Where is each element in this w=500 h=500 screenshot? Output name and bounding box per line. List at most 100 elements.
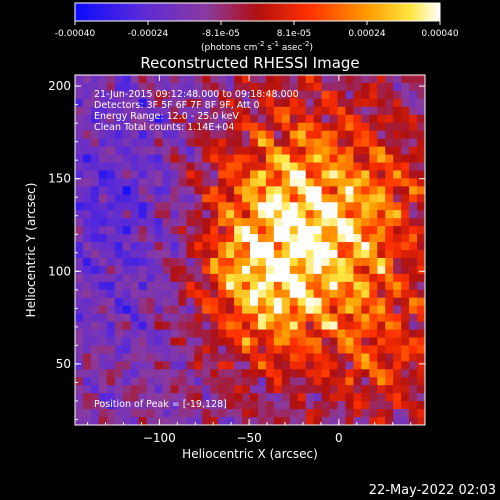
- heatmap-cell: [321, 313, 330, 322]
- heatmap-cell: [75, 297, 84, 307]
- heatmap-cell: [98, 242, 108, 251]
- heatmap-cell: [417, 210, 425, 219]
- heatmap-cell: [321, 186, 330, 195]
- heatmap-cell: [90, 170, 100, 179]
- heatmap-cell: [361, 130, 370, 140]
- heatmap-cell: [234, 234, 243, 243]
- heatmap-cell: [265, 130, 275, 140]
- heatmap-cell: [226, 130, 235, 140]
- heatmap-cell: [409, 369, 418, 378]
- heatmap-cell: [226, 202, 235, 211]
- heatmap-cell: [329, 114, 338, 124]
- heatmap-cell: [98, 257, 108, 267]
- heatmap-cell: [210, 202, 219, 211]
- heatmap-cell: [257, 305, 267, 315]
- heatmap-cell: [210, 146, 219, 155]
- heatmap-cell: [234, 218, 243, 227]
- heatmap-cell: [242, 210, 251, 219]
- heatmap-cell: [98, 377, 108, 386]
- heatmap-cell: [369, 250, 378, 259]
- heatmap-cell: [106, 210, 116, 219]
- heatmap-cell: [337, 281, 346, 291]
- heatmap-cell: [98, 202, 108, 211]
- heatmap-cell: [377, 313, 386, 322]
- heatmap-cell: [122, 361, 132, 370]
- heatmap-cell: [417, 353, 425, 362]
- heatmap-cell: [297, 281, 307, 291]
- heatmap-cell: [106, 257, 116, 267]
- heatmap-cell: [234, 210, 243, 219]
- heatmap-cell: [329, 353, 338, 362]
- heatmap-cell: [114, 297, 124, 307]
- heatmap-cell: [106, 194, 116, 203]
- heatmap-cell: [114, 250, 124, 259]
- heatmap-cell: [194, 130, 203, 140]
- heatmap-cell: [257, 130, 267, 140]
- heatmap-cell: [226, 194, 235, 203]
- y-tick-label: 50: [56, 357, 71, 371]
- heatmap-cell: [242, 385, 251, 394]
- heatmap-cell: [242, 138, 251, 147]
- heatmap-cell: [242, 98, 251, 108]
- heatmap-cell: [313, 337, 322, 346]
- heatmap-cell: [313, 329, 322, 338]
- heatmap-cell: [281, 281, 291, 291]
- heatmap-cell: [90, 265, 100, 275]
- heatmap-cell: [321, 106, 330, 116]
- heatmap-cell: [146, 273, 155, 283]
- heatmap-cell: [345, 345, 354, 354]
- heatmap-cell: [353, 417, 362, 425]
- heatmap-cell: [202, 90, 211, 100]
- heatmap-cell: [305, 337, 315, 346]
- heatmap-cell: [170, 170, 179, 179]
- heatmap-cell: [154, 305, 163, 315]
- heatmap-cell: [250, 106, 259, 116]
- heatmap-cell: [106, 146, 116, 155]
- heatmap-cell: [162, 138, 171, 147]
- heatmap-cell: [242, 250, 251, 259]
- heatmap-cell: [210, 345, 219, 354]
- heatmap-cell: [265, 313, 275, 322]
- heatmap-cell: [313, 178, 322, 187]
- heatmap-cell: [329, 265, 338, 275]
- heatmap-cell: [289, 75, 299, 84]
- heatmap-cell: [409, 257, 418, 267]
- heatmap-cell: [337, 297, 346, 307]
- heatmap-cell: [90, 409, 100, 418]
- heatmap-cell: [202, 138, 211, 147]
- heatmap-cell: [98, 138, 108, 147]
- heatmap-cell: [329, 297, 338, 307]
- heatmap-cell: [154, 273, 163, 283]
- heatmap-cell: [353, 194, 362, 203]
- heatmap-cell: [353, 210, 362, 219]
- heatmap-cell: [130, 138, 140, 147]
- colorbar-ticks: -0.00040 -0.00024 -8.1e-05 8.1e-05 0.00024 0.…: [55, 21, 459, 39]
- heatmap-cell: [305, 313, 315, 322]
- heatmap-cell: [257, 82, 267, 92]
- heatmap-cell: [369, 401, 378, 410]
- heatmap-cell: [250, 297, 259, 307]
- colorbar-label: (photons cm-2 s-1 asec-2): [201, 40, 313, 53]
- heatmap-cell: [273, 90, 283, 100]
- heatmap-cell: [345, 377, 354, 386]
- heatmap-cell: [210, 377, 219, 386]
- heatmap-cell: [409, 138, 418, 147]
- heatmap-cell: [385, 257, 394, 267]
- heatmap-cell: [401, 313, 410, 322]
- heatmap-cell: [321, 130, 330, 140]
- heatmap-cell: [329, 98, 338, 108]
- heatmap-cell: [321, 122, 330, 132]
- heatmap-cell: [417, 90, 425, 100]
- y-tick-label: 200: [48, 79, 71, 93]
- heatmap-cell: [106, 82, 116, 92]
- heatmap-cell: [82, 369, 92, 378]
- heatmap-cell: [154, 377, 163, 386]
- heatmap-cell: [401, 242, 410, 251]
- heatmap-cell: [289, 321, 299, 330]
- heatmap-cell: [281, 138, 291, 147]
- heatmap-cell: [138, 82, 147, 92]
- heatmap-cell: [226, 305, 235, 315]
- heatmap-cell: [313, 162, 322, 171]
- heatmap-cell: [329, 242, 338, 251]
- heatmap-cell: [186, 178, 195, 187]
